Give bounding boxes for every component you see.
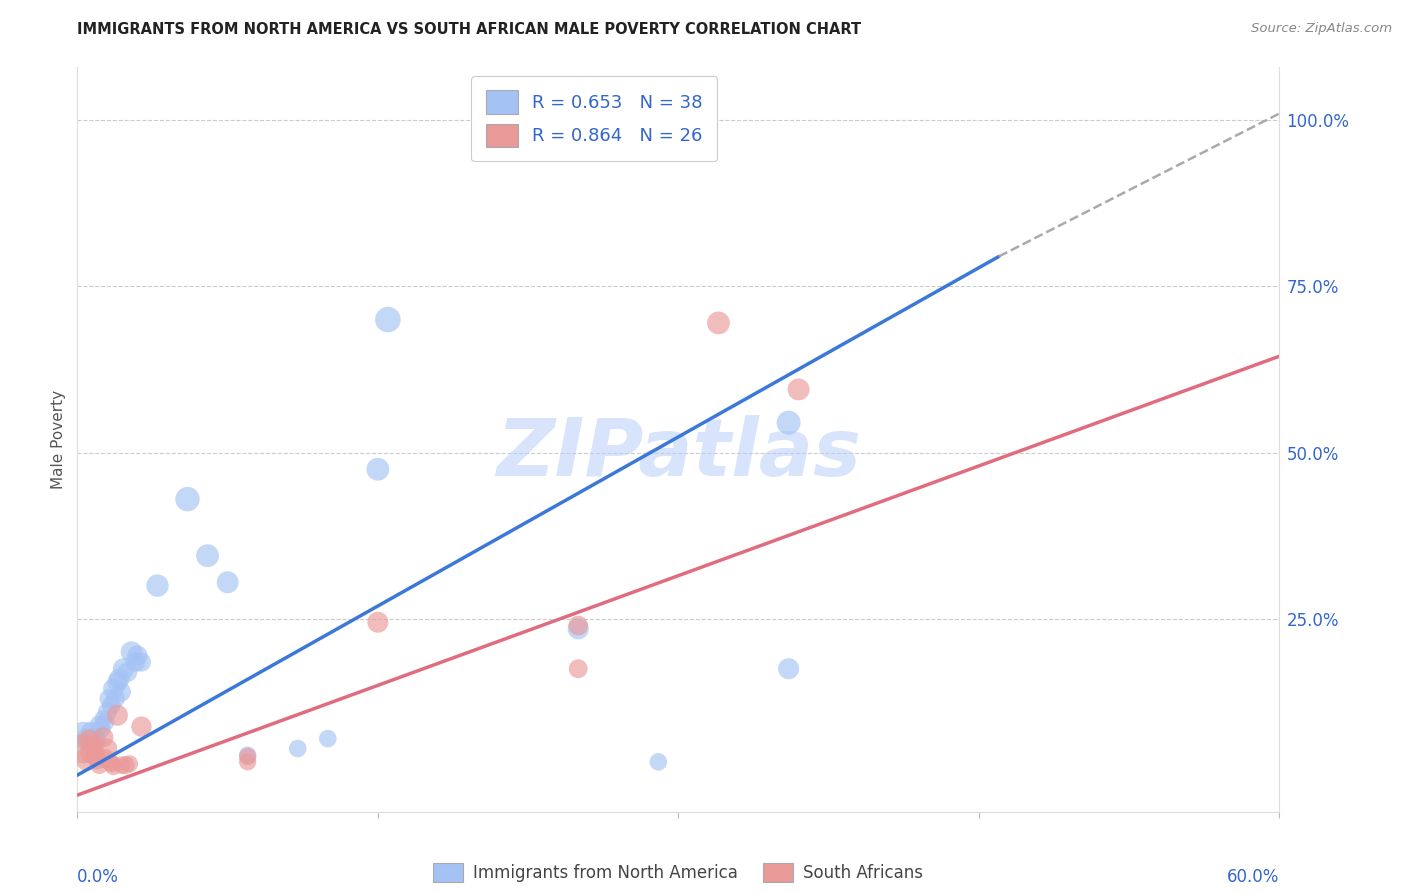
Point [108,672,131,686]
Y-axis label: Male Poverty: Male Poverty [51,390,66,489]
Text: Source: ZipAtlas.com: Source: ZipAtlas.com [1251,22,1392,36]
Point [567,618,589,632]
Point [114,758,136,772]
Point [567,662,589,676]
Point [103,759,125,773]
Point [94,751,117,765]
Point [79,735,101,749]
Point [89,718,111,732]
Text: ZIPatlas: ZIPatlas [496,415,860,493]
Point [787,383,810,397]
Point [107,708,129,723]
Point [82,738,104,752]
Point [96,705,118,719]
Point [110,685,132,699]
Point [103,681,125,696]
Point [236,749,259,764]
Legend: Immigrants from North America, South Africans: Immigrants from North America, South Afr… [427,856,929,889]
Point [567,622,589,636]
Text: 60.0%: 60.0% [1227,868,1279,886]
Point [367,615,389,630]
Point [84,748,107,763]
Point [86,732,108,747]
Point [124,655,146,669]
Point [80,725,103,739]
Point [100,756,122,771]
Point [236,755,259,769]
Point [316,731,339,746]
Point [287,741,309,756]
Text: 0.0%: 0.0% [77,868,120,886]
Point [707,316,730,330]
Point [217,575,239,590]
Point [131,720,153,734]
Point [93,712,115,726]
Point [93,730,115,744]
Point [367,462,389,476]
Point [778,416,800,430]
Point [112,662,135,676]
Point [377,312,399,326]
Point [778,662,800,676]
Point [146,579,169,593]
Point [86,753,108,767]
Point [107,675,129,690]
Point [94,714,117,729]
Point [100,698,122,713]
Point [104,691,127,706]
Text: IMMIGRANTS FROM NORTH AMERICA VS SOUTH AFRICAN MALE POVERTY CORRELATION CHART: IMMIGRANTS FROM NORTH AMERICA VS SOUTH A… [77,22,862,37]
Point [120,645,142,659]
Point [82,741,104,756]
Point [110,758,132,772]
Point [98,755,121,769]
Point [117,665,139,679]
Point [76,731,98,746]
Point [197,549,219,563]
Point [131,655,153,669]
Point [118,756,141,771]
Point [89,758,111,772]
Point [84,730,107,744]
Point [236,748,259,763]
Point [96,741,118,756]
Point [72,741,94,756]
Point [647,755,669,769]
Point [176,492,198,507]
Point [98,691,121,706]
Point [127,648,149,663]
Point [90,722,112,736]
Point [80,745,103,759]
Point [76,751,98,765]
Point [79,732,101,747]
Point [72,728,94,742]
